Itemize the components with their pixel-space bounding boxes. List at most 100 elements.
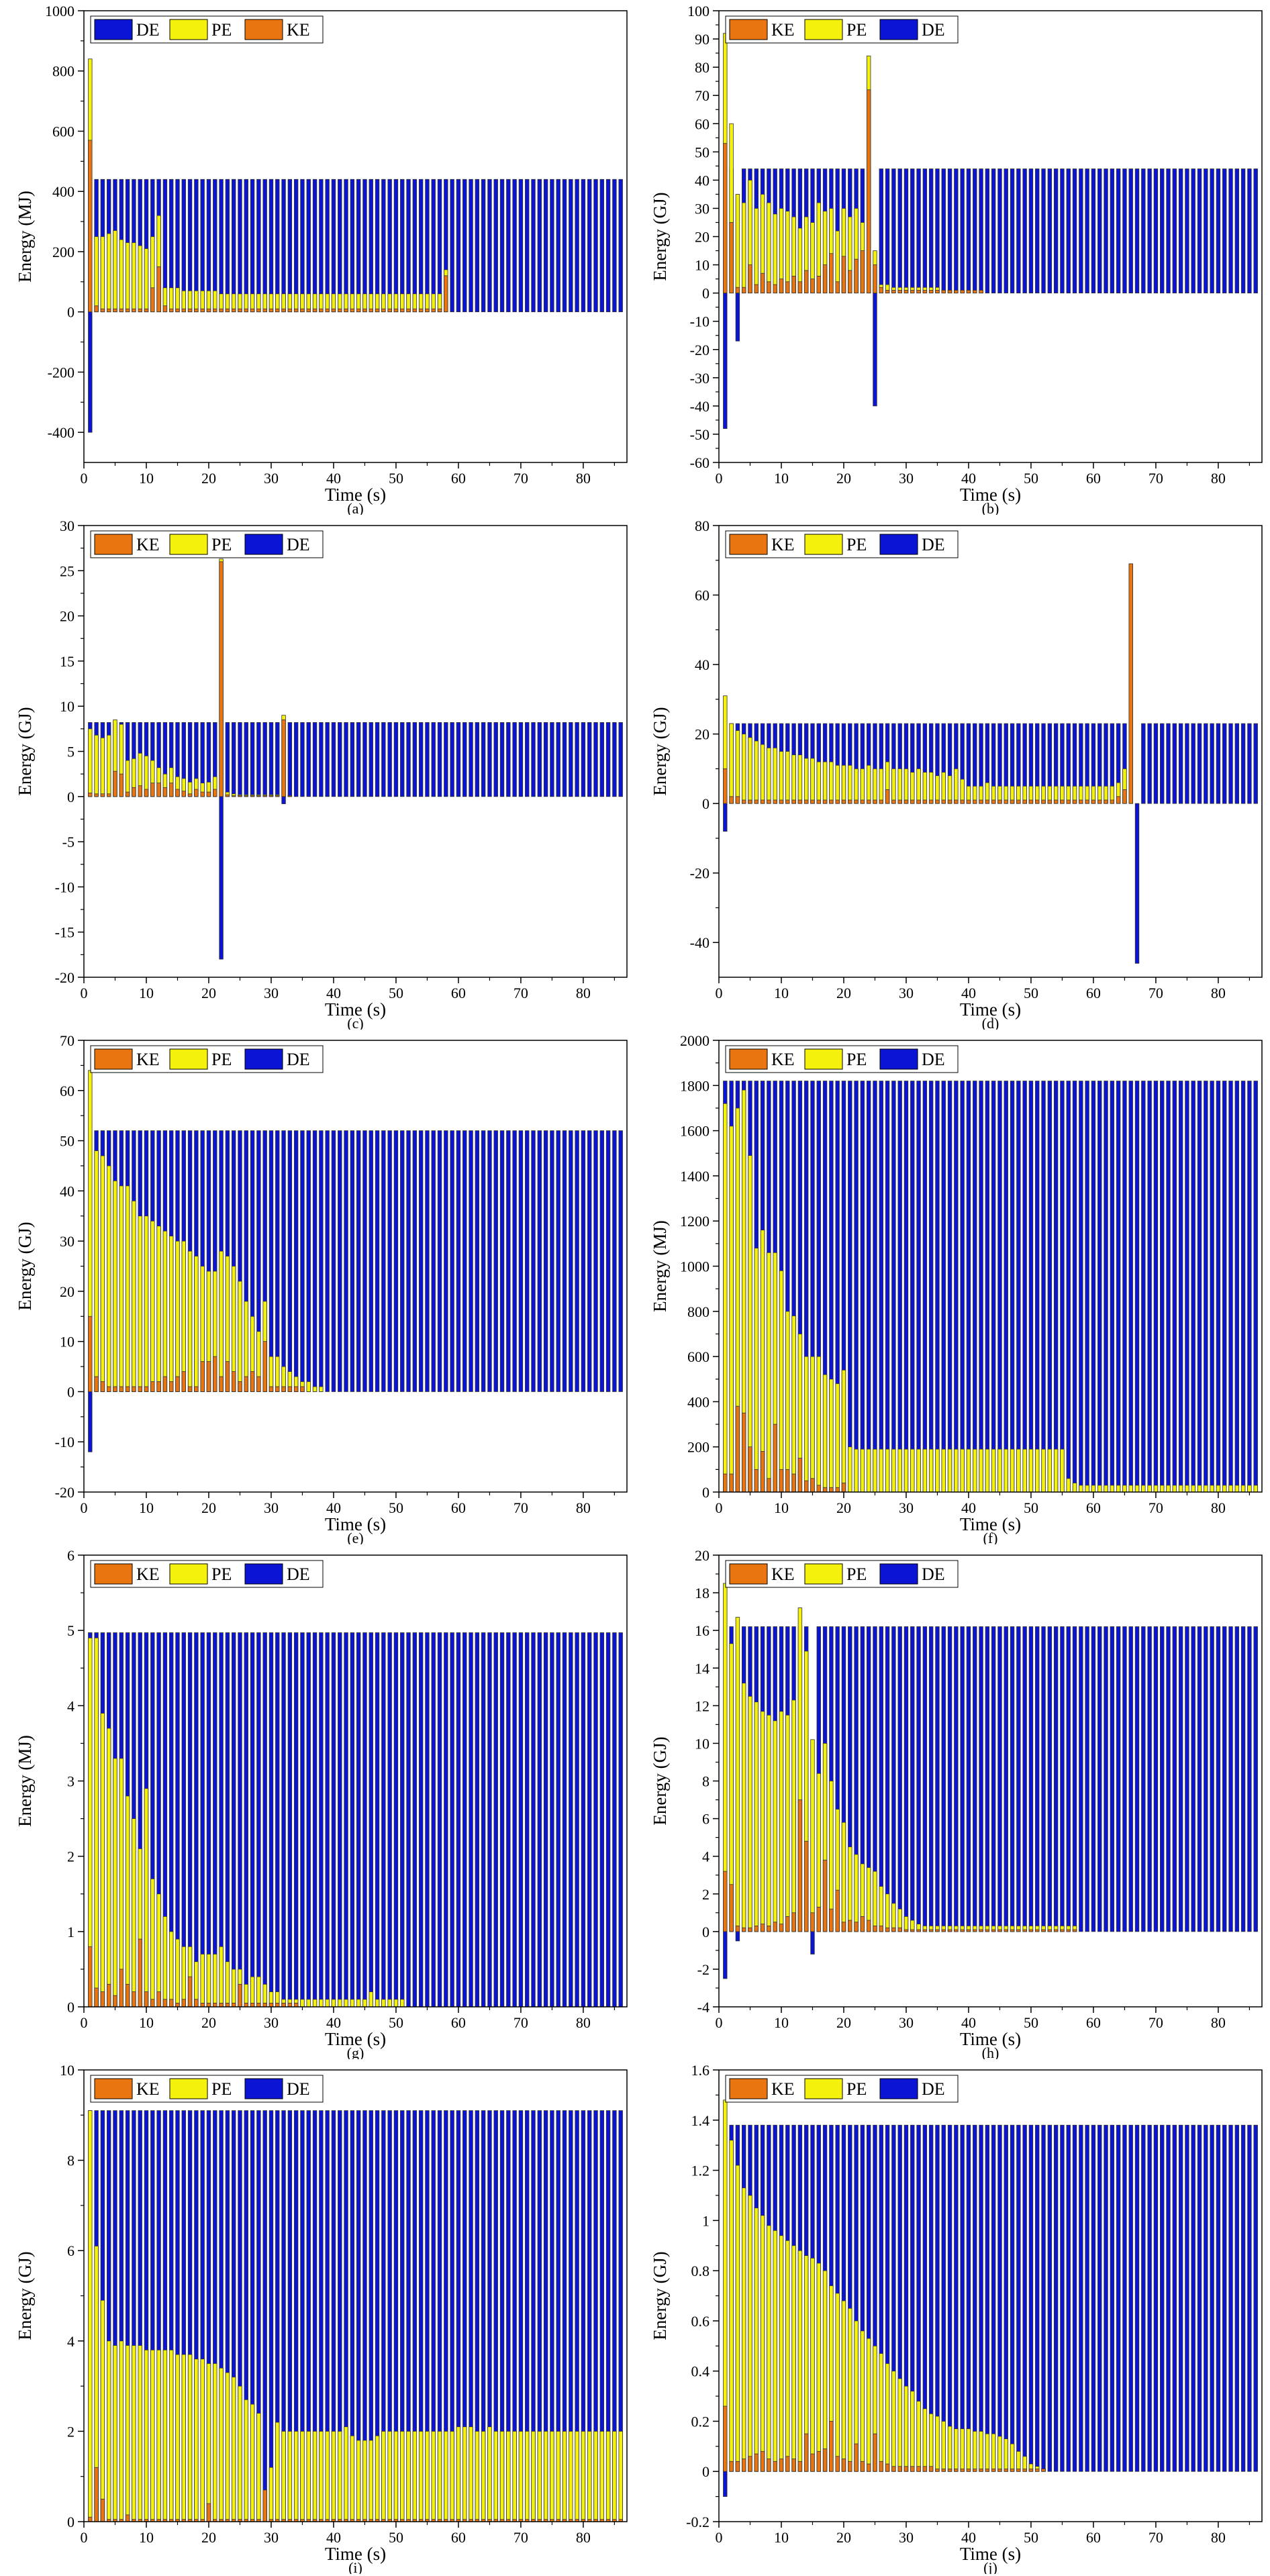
pe-bar bbox=[1210, 1485, 1214, 1493]
de-bar bbox=[531, 179, 536, 313]
ke-bar bbox=[344, 308, 348, 313]
y-tick-label: 0 bbox=[67, 789, 75, 805]
ke-bar bbox=[947, 1929, 953, 1932]
de-bar bbox=[1141, 1626, 1146, 1932]
x-tick-label: 20 bbox=[836, 1499, 851, 1516]
x-tick-label: 10 bbox=[139, 985, 154, 1001]
ke-bar bbox=[225, 794, 230, 797]
de-bar bbox=[425, 1130, 430, 1392]
pe-bar bbox=[437, 2431, 442, 2522]
ke-bar bbox=[275, 795, 280, 797]
pe-bar bbox=[985, 1448, 990, 1493]
pe-bar bbox=[767, 747, 771, 804]
ke-bar bbox=[829, 799, 834, 804]
x-tick-label: 80 bbox=[576, 985, 591, 1001]
de-bar bbox=[1010, 168, 1015, 294]
ke-bar bbox=[94, 793, 99, 797]
de-bar bbox=[1053, 1626, 1059, 1932]
pe-bar bbox=[910, 772, 915, 804]
de-bar bbox=[1191, 1626, 1195, 1932]
de-bar bbox=[1197, 1081, 1202, 1493]
ke-bar bbox=[331, 308, 336, 313]
de-bar bbox=[1079, 168, 1083, 294]
ke-bar bbox=[1122, 789, 1127, 804]
ke-bar bbox=[735, 287, 740, 294]
ke-bar bbox=[860, 1916, 865, 1932]
de-bar bbox=[1222, 2124, 1227, 2472]
de-bar bbox=[954, 1081, 959, 1493]
y-axis-title: Energy (GJ) bbox=[650, 2251, 670, 2340]
de-bar bbox=[362, 1130, 367, 1392]
pe-bar bbox=[462, 2426, 467, 2522]
de-bar bbox=[1047, 1626, 1053, 1932]
pe-bar bbox=[779, 1711, 784, 1932]
ke-bar bbox=[879, 1926, 883, 1932]
ke-bar bbox=[156, 266, 161, 313]
de-bar bbox=[897, 1626, 902, 1932]
de-bar bbox=[437, 179, 442, 313]
de-bar bbox=[916, 168, 921, 294]
ke-bar bbox=[1041, 799, 1046, 804]
de-bar bbox=[219, 796, 224, 960]
ke-bar bbox=[369, 308, 373, 313]
ke-bar bbox=[985, 1929, 990, 1932]
pe-bar bbox=[194, 1256, 199, 1392]
x-tick-label: 60 bbox=[1086, 470, 1101, 487]
y-tick-label: 5 bbox=[67, 1622, 75, 1639]
pe-bar bbox=[375, 2435, 380, 2522]
de-bar bbox=[885, 1081, 890, 1493]
pe-bar bbox=[344, 2426, 348, 2522]
de-bar bbox=[481, 722, 486, 797]
ke-bar bbox=[1060, 799, 1065, 804]
pe-bar bbox=[1240, 1485, 1246, 1493]
panel-caption: (g) bbox=[347, 2044, 364, 2059]
y-axis-title: Energy (GJ) bbox=[650, 1736, 670, 1825]
x-tick-label: 80 bbox=[1211, 2529, 1226, 2546]
de-legend-swatch bbox=[244, 1048, 283, 1070]
ke-bar bbox=[879, 799, 883, 804]
ke-bar bbox=[822, 2448, 828, 2472]
ke-bar bbox=[1091, 799, 1096, 804]
pe-bar bbox=[543, 2431, 548, 2522]
de-bar bbox=[487, 722, 492, 797]
de-bar bbox=[525, 722, 530, 797]
plot-area bbox=[719, 11, 1262, 462]
y-tick-label: 30 bbox=[60, 517, 75, 534]
x-axis-title: Time (s) bbox=[960, 485, 1021, 505]
de-bar bbox=[1072, 1626, 1077, 1932]
y-tick-label: 0.6 bbox=[691, 2313, 710, 2330]
x-tick-label: 10 bbox=[139, 470, 154, 487]
de-bar bbox=[344, 1632, 348, 2008]
x-tick-label: 60 bbox=[1086, 2014, 1101, 2031]
de-bar bbox=[612, 1632, 617, 2008]
pe-bar bbox=[350, 2435, 355, 2522]
ke-bar bbox=[997, 799, 1002, 804]
ke-bar bbox=[835, 1889, 840, 1932]
x-tick-label: 80 bbox=[1211, 470, 1226, 487]
de-bar bbox=[973, 2124, 977, 2472]
y-tick-label: 800 bbox=[52, 63, 75, 80]
bars bbox=[88, 58, 623, 433]
pe-bar bbox=[356, 2440, 361, 2522]
de-bar bbox=[1178, 1626, 1183, 1932]
pe-bar bbox=[100, 236, 105, 313]
de-bar bbox=[1041, 2124, 1046, 2472]
pe-bar bbox=[897, 1448, 902, 1493]
x-tick-label: 40 bbox=[326, 985, 341, 1001]
de-bar bbox=[1234, 168, 1239, 294]
y-tick-label: -40 bbox=[690, 934, 710, 951]
pe-bar bbox=[400, 2431, 405, 2522]
ke-bar bbox=[966, 1929, 971, 1932]
pe-bar bbox=[1053, 1448, 1059, 1493]
de-bar bbox=[1228, 1626, 1233, 1932]
pe-bar bbox=[138, 245, 142, 313]
ke-bar bbox=[206, 2002, 211, 2008]
ke-bar bbox=[231, 1371, 236, 1392]
bars bbox=[88, 1070, 623, 1452]
de-bar bbox=[810, 1931, 815, 1954]
pe-bar bbox=[767, 1714, 771, 1932]
ke-bar bbox=[200, 1361, 205, 1392]
ke-bar bbox=[767, 1478, 771, 1493]
de-bar bbox=[213, 1632, 217, 2008]
de-bar bbox=[1141, 2124, 1146, 2472]
